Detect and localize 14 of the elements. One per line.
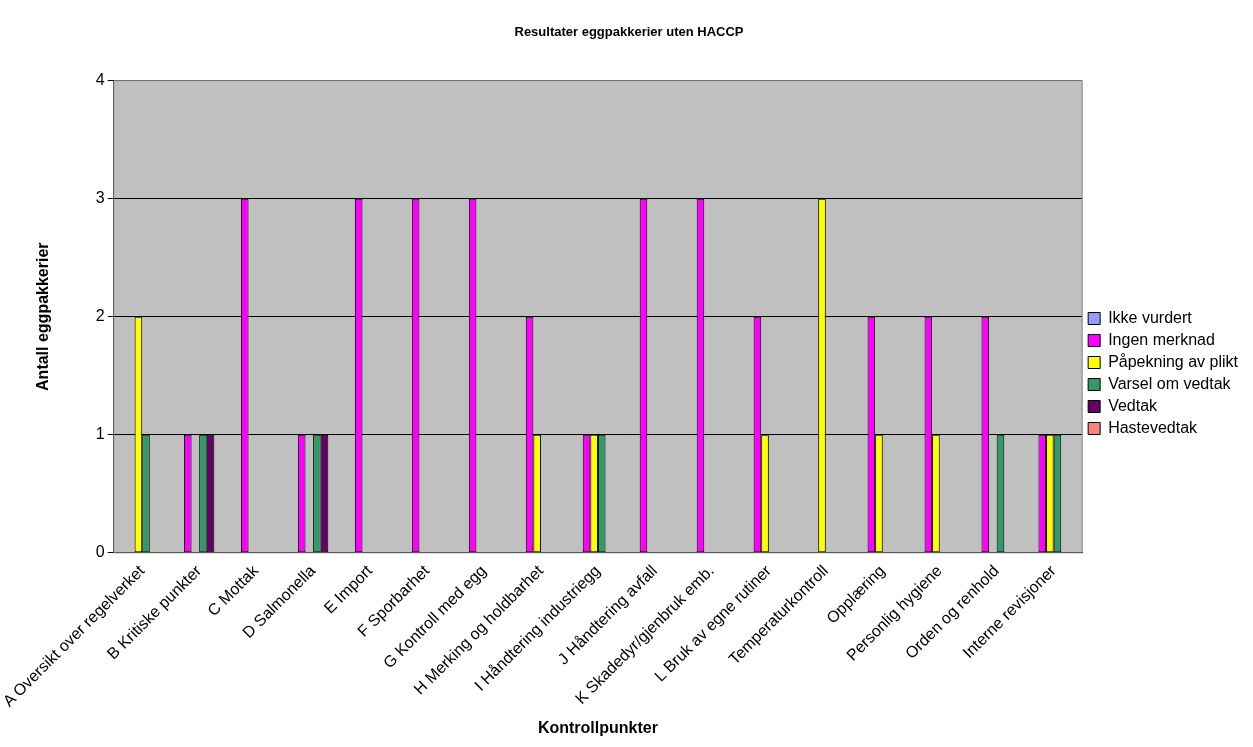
x-axis-title: Kontrollpunkter <box>537 718 658 736</box>
legend-label: Vedtak <box>1108 396 1159 414</box>
y-tick-label: 1 <box>95 425 105 443</box>
y-axis-title: Antall eggpakkerier <box>33 242 51 391</box>
legend-label: Hastevedtak <box>1108 418 1199 436</box>
legend-label: Ingen merknad <box>1108 330 1215 348</box>
y-tick-label: 2 <box>95 307 105 325</box>
legend-label: Ikke vurdert <box>1108 308 1193 326</box>
legend-label: Påpekning av plikt <box>1108 352 1239 370</box>
chart-title: Resultater eggpakkerier uten HACCP <box>514 24 744 40</box>
y-tick-label: 4 <box>95 71 105 89</box>
legend-label: Varsel om vedtak <box>1108 374 1232 392</box>
y-tick-label: 3 <box>95 189 105 207</box>
y-tick-label: 0 <box>95 543 105 561</box>
